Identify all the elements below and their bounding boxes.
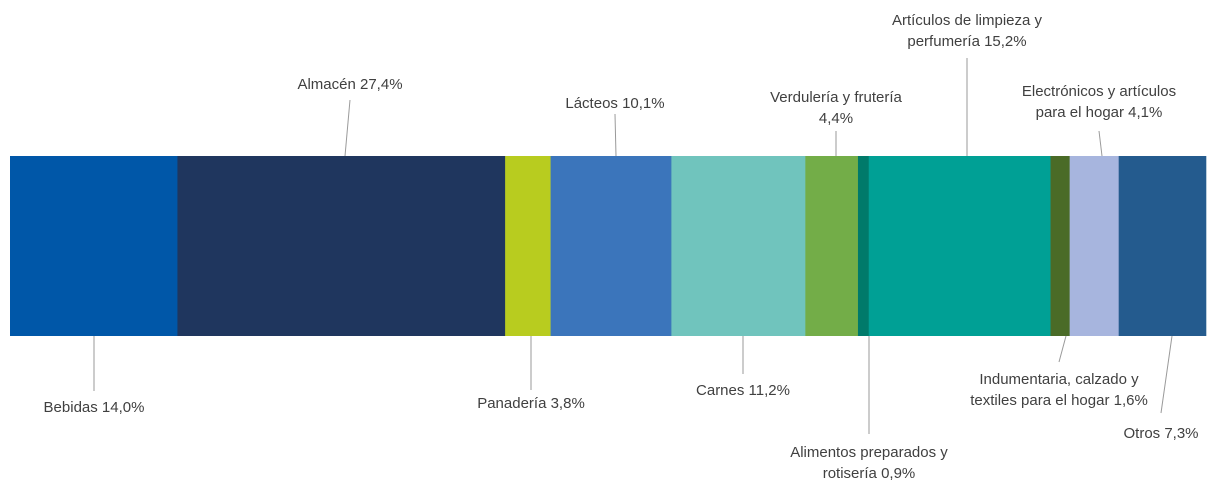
label-almacen: Almacén 27,4% [297, 76, 402, 93]
label-line: 4,4% [819, 110, 853, 127]
bar-segment-bebidas [10, 156, 178, 336]
label-line: Electrónicos y artículos [1022, 83, 1176, 100]
label-line: para el hogar 4,1% [1036, 104, 1163, 121]
bar-segment-lacteos [550, 156, 672, 336]
bar-segments [10, 156, 1207, 336]
bar-segment-otros [1118, 156, 1207, 336]
bar-segment-panaderia [505, 156, 551, 336]
bar-segment-carnes [671, 156, 806, 336]
label-line: Panadería 3,8% [477, 395, 585, 412]
label-panaderia: Panadería 3,8% [477, 395, 585, 412]
bar-segment-electronicos-y-articulos-para-el-hogar [1069, 156, 1119, 336]
label-indumentaria-calzado-y-textiles-para-el-hogar: Indumentaria, calzado y textiles para el … [970, 371, 1148, 409]
leader-lines [93, 58, 1173, 434]
label-line: Bebidas 14,0% [44, 399, 145, 416]
label-bebidas: Bebidas 14,0% [44, 399, 145, 416]
label-line: Alimentos preparados y [790, 444, 948, 461]
label-lacteos: Lácteos 10,1% [565, 95, 664, 112]
label-verduleria-y-fruteria: Verdulería y frutería 4,4% [770, 89, 902, 127]
bar-segment-verduleria-y-fruteria [805, 156, 859, 336]
label-alimentos-preparados-y-rotiseria: Alimentos preparados y rotisería 0,9% [790, 444, 948, 481]
leader-line-lacteos [614, 113, 617, 157]
label-line: Carnes 11,2% [696, 382, 790, 399]
label-line: rotisería 0,9% [823, 465, 916, 481]
label-electronicos-y-articulos-para-el-hogar: Electrónicos y artículos para el hogar 4,… [1022, 83, 1176, 121]
label-line: perfumería 15,2% [907, 33, 1026, 50]
bar-segment-articulos-de-limpieza-y-perfumeria [868, 156, 1051, 336]
segment-labels: Bebidas 14,0% Almacén 27,4% Panadería 3,8%… [44, 12, 1199, 481]
label-line: Indumentaria, calzado y [979, 371, 1139, 388]
bar-segment-indumentaria-calzado-y-textiles-para-el-hogar [1050, 156, 1070, 336]
bar-segment-almacen [177, 156, 506, 336]
label-line: Almacén 27,4% [297, 76, 402, 93]
leader-line-indumentaria-calzado-y-textiles-para-el-hogar [1058, 335, 1067, 363]
leader-line-almacen [344, 99, 351, 157]
label-line: Artículos de limpieza y [892, 12, 1043, 29]
label-articulos-de-limpieza-y-perfumeria: Artículos de limpieza y perfumería 15,2% [892, 12, 1043, 50]
leader-line-electronicos-y-articulos-para-el-hogar [1098, 130, 1103, 157]
bar-segment-alimentos-preparados-y-rotiseria [857, 156, 870, 336]
leader-line-otros [1160, 335, 1173, 414]
label-line: Verdulería y frutería [770, 89, 902, 106]
label-line: textiles para el hogar 1,6% [970, 392, 1148, 409]
label-carnes: Carnes 11,2% [696, 382, 790, 399]
label-otros: Otros 7,3% [1123, 425, 1198, 442]
label-line: Otros 7,3% [1123, 425, 1198, 442]
label-line: Lácteos 10,1% [565, 95, 664, 112]
